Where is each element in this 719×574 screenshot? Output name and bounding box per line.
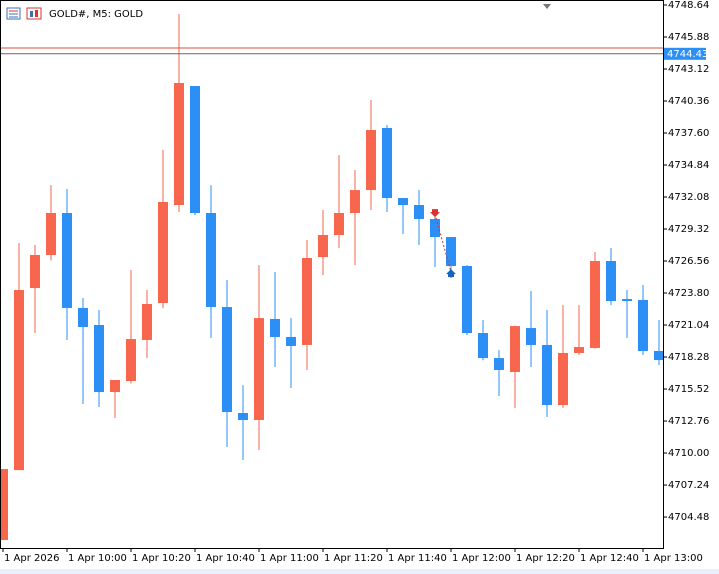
y-tick-label: 4743.12	[668, 64, 709, 75]
x-tick-label: 1 Apr 2026	[4, 553, 59, 564]
x-tick-label: 1 Apr 10:40	[196, 553, 255, 564]
y-tick-label: 4710.00	[668, 448, 709, 459]
candle-body	[398, 198, 408, 206]
candle-body	[414, 205, 424, 220]
candle-body	[446, 237, 456, 266]
candle-body	[94, 325, 104, 393]
y-tick-label: 4726.56	[668, 256, 709, 267]
candle-body	[430, 219, 440, 238]
y-tick-label: 4712.76	[668, 416, 709, 427]
x-tick-label: 1 Apr 11:40	[388, 553, 447, 564]
x-tick-label: 1 Apr 12:00	[452, 553, 511, 564]
candle-body	[142, 304, 152, 340]
y-tick-label: 4740.36	[668, 96, 709, 107]
candle-body	[126, 339, 136, 382]
candle-body	[14, 290, 24, 471]
shift-marker	[543, 4, 551, 9]
candle-body	[110, 379, 120, 393]
candle-body	[174, 83, 184, 206]
candle-body	[62, 213, 72, 308]
y-tick-label: 4734.84	[668, 160, 709, 171]
bid-label-box	[664, 47, 706, 60]
bottom-strip	[0, 569, 719, 574]
candle-body	[158, 201, 168, 303]
candle-body	[46, 213, 56, 255]
candle-body	[382, 128, 392, 199]
candle-body	[606, 261, 616, 302]
trade-arrow	[430, 209, 440, 218]
candle-body	[206, 213, 216, 308]
x-tick-label: 1 Apr 10:20	[132, 553, 191, 564]
candle-body	[318, 235, 328, 258]
candle-body	[238, 413, 248, 420]
y-tick-label: 4715.52	[668, 384, 709, 395]
candle-body	[1, 469, 8, 540]
candle-body	[478, 333, 488, 359]
candle-body	[190, 86, 200, 214]
candle-body	[222, 307, 232, 412]
candle-body	[590, 261, 600, 348]
candle-body	[510, 326, 520, 372]
x-tick-label: 1 Apr 12:20	[516, 553, 575, 564]
candle-body	[542, 344, 552, 406]
candle-body	[286, 336, 296, 347]
x-tick-label: 1 Apr 13:00	[644, 553, 703, 564]
candle-body	[526, 328, 536, 345]
candle-body	[558, 352, 568, 406]
y-tick-label: 4707.24	[668, 480, 709, 491]
chart-title: GOLD#, M5: GOLD	[49, 9, 143, 20]
toolbar-icons	[6, 7, 42, 20]
bid-label: 4744.43	[667, 49, 708, 60]
candle-body	[350, 190, 360, 214]
x-tick-label: 1 Apr 12:40	[580, 553, 639, 564]
y-tick-label: 4737.60	[668, 128, 709, 139]
candle-body	[270, 318, 280, 337]
candle-body	[654, 350, 663, 361]
y-tick-label: 4723.80	[668, 288, 709, 299]
y-tick-label: 4745.88	[668, 32, 709, 43]
y-tick-label: 4704.48	[668, 512, 709, 523]
candle-body	[622, 299, 632, 302]
y-tick-label: 4732.08	[668, 192, 709, 203]
candle-body	[574, 347, 584, 353]
x-tick-label: 1 Apr 10:00	[68, 553, 127, 564]
candle-body	[462, 265, 472, 334]
y-tick-label: 4718.28	[668, 352, 709, 363]
candle-body	[254, 318, 264, 420]
y-tick-label: 4748.64	[668, 0, 709, 11]
y-tick-label: 4729.32	[668, 224, 709, 235]
plot-frame	[0, 0, 664, 549]
candle-body	[366, 129, 376, 191]
candle-body	[494, 358, 504, 371]
x-tick-label: 1 Apr 11:00	[260, 553, 319, 564]
candle-body	[638, 299, 648, 351]
candle-body	[78, 307, 88, 327]
y-tick-label: 4721.04	[668, 320, 709, 331]
candle-body	[30, 254, 40, 289]
x-tick-label: 1 Apr 11:20	[324, 553, 383, 564]
trade-arrow	[446, 269, 456, 278]
candle-body	[334, 213, 344, 236]
candle-body	[302, 257, 312, 345]
